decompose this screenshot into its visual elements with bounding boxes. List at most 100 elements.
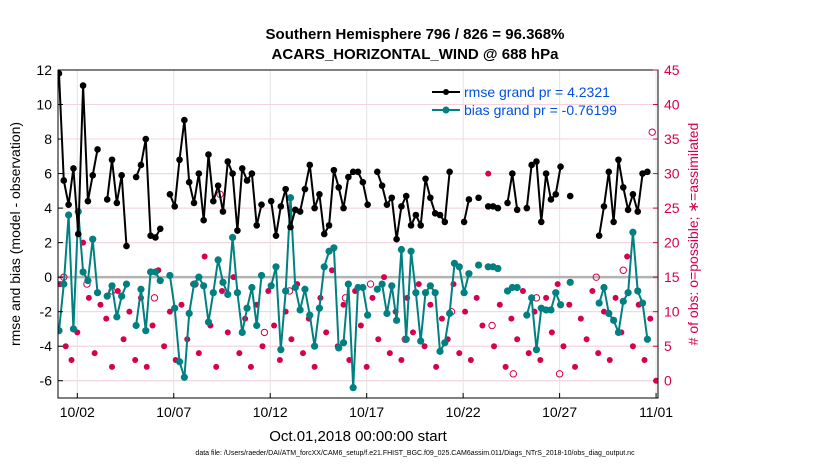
rmse-point-39 — [243, 177, 251, 184]
obs-assimilated-54 — [369, 294, 376, 301]
chart-title: Southern Hemisphere 796 / 826 = 96.368% — [265, 26, 565, 43]
obs-count-markers — [58, 128, 658, 384]
bias-point-51 — [301, 285, 309, 293]
obs-assimilated-89 — [572, 363, 579, 370]
rmse-point-99 — [533, 158, 540, 165]
bias-line-3 — [168, 237, 263, 378]
rmse-point-59 — [340, 204, 347, 212]
bias-point-68 — [383, 309, 391, 318]
bias-point-31 — [204, 318, 213, 326]
obs-possible-3 — [150, 294, 159, 302]
bias-point-41 — [253, 321, 261, 330]
obs-assimilated-57 — [386, 350, 393, 357]
obs-assimilated-95 — [606, 357, 613, 364]
rmse-point-50 — [296, 208, 304, 215]
y-tick-label-1: -4 — [40, 338, 53, 354]
rmse-point-68 — [383, 201, 391, 208]
rmse-point-66 — [373, 168, 381, 176]
bias-point-23 — [166, 271, 174, 280]
bias-point-113 — [600, 283, 608, 292]
bias-point-18 — [142, 327, 150, 335]
obs-assimilated-53 — [363, 363, 370, 370]
rmse-point-103 — [552, 190, 560, 198]
rmse-point-75 — [417, 222, 425, 229]
bias-point-71 — [397, 245, 406, 254]
obs-assimilated-87 — [560, 343, 567, 350]
bias-point-17 — [137, 285, 145, 293]
bias-point-46 — [277, 346, 285, 354]
rmse-point-77 — [427, 194, 434, 202]
bias-point-73 — [407, 247, 415, 255]
rmse-point-117 — [619, 184, 627, 191]
obs-assimilated-10 — [114, 287, 121, 294]
rmse-point-58 — [335, 184, 343, 191]
x-tick-label-4: 10/22 — [446, 404, 481, 420]
rmse-line-3 — [168, 119, 263, 231]
obs-possible-16 — [592, 273, 600, 281]
obs-assimilated-83 — [537, 357, 544, 364]
bias-point-63 — [359, 283, 367, 292]
rmse-point-5 — [79, 82, 87, 89]
obs-assimilated-61 — [409, 329, 416, 336]
rmse-point-102 — [547, 196, 555, 203]
bias-point-80 — [441, 339, 449, 347]
bias-point-37 — [233, 289, 242, 297]
rmse-point-12 — [113, 199, 121, 207]
rmse-point-57 — [330, 166, 338, 174]
rmse-point-101 — [542, 170, 550, 177]
bias-point-36 — [228, 233, 237, 242]
rmse-point-114 — [605, 168, 613, 176]
bias-point-50 — [296, 306, 304, 314]
rmse-point-30 — [200, 216, 207, 224]
rmse-point-64 — [364, 201, 371, 208]
bias-point-29 — [195, 273, 203, 281]
rmse-point-118 — [624, 206, 632, 214]
obs-assimilated-56 — [381, 274, 388, 281]
bias-point-27 — [185, 309, 193, 318]
bias-point-103 — [552, 289, 560, 297]
obs-assimilated-64 — [427, 301, 434, 308]
obs-assimilated-101 — [641, 357, 648, 364]
legend-bias-marker — [442, 106, 450, 114]
y2-tick-label-5: 25 — [664, 200, 680, 216]
bias-point-57 — [330, 244, 338, 252]
bias-point-12 — [113, 313, 121, 321]
y2-tick-label-3: 15 — [664, 269, 680, 285]
rmse-point-32 — [210, 197, 217, 205]
bias-point-13 — [118, 292, 126, 300]
bias-point-119 — [629, 228, 637, 236]
rmse-point-93 — [504, 199, 511, 207]
bias-point-21 — [156, 277, 164, 285]
rmse-point-84 — [460, 218, 468, 226]
rmse-point-7 — [89, 172, 97, 179]
obs-assimilated-102 — [647, 315, 654, 322]
bias-point-1 — [60, 280, 68, 288]
rmse-line-6 — [463, 199, 470, 223]
bias-line-5 — [376, 249, 470, 355]
obs-assimilated-99 — [629, 343, 636, 350]
rmse-point-26 — [181, 116, 188, 124]
y2-tick-label-6: 30 — [664, 166, 680, 182]
bias-point-25 — [175, 358, 184, 366]
obs-assimilated-44 — [311, 363, 318, 370]
bias-point-44 — [267, 282, 275, 290]
obs-assimilated-85 — [548, 329, 555, 336]
rmse-line-4 — [270, 164, 369, 238]
bias-point-53 — [310, 342, 319, 350]
rmse-point-85 — [465, 196, 473, 203]
rmse-point-46 — [277, 203, 285, 210]
bias-point-85 — [465, 270, 473, 278]
obs-assimilated-28 — [218, 287, 225, 294]
x-axis-ticks: 10/02 10/07 10/12 10/17 10/22 10/27 11/01 — [60, 393, 673, 420]
obs-assimilated-88 — [566, 301, 573, 308]
obs-assimilated-7 — [97, 301, 104, 308]
obs-assimilated-27 — [213, 363, 220, 370]
obs-assimilated-73 — [479, 322, 486, 329]
bias-point-98 — [528, 294, 536, 302]
rmse-point-119 — [629, 190, 637, 198]
obs-assimilated-80 — [519, 287, 526, 294]
y-tick-label-4: 2 — [44, 235, 52, 251]
x-tick-label-6: 11/01 — [639, 404, 673, 420]
obs-assimilated-52 — [357, 322, 364, 329]
